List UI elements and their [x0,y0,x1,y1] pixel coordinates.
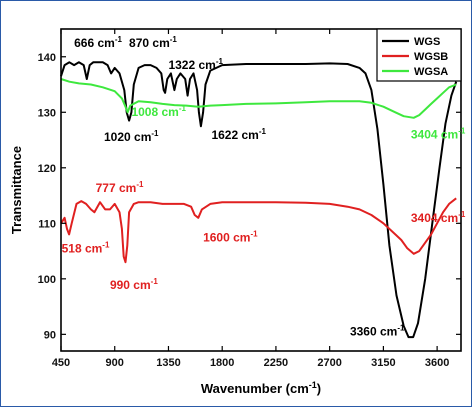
legend-box [376,28,462,82]
peak-annotation: 3360 cm-1 [350,323,405,338]
legend: WGS WGSB WGSA [376,28,462,82]
peak-annotation-sup: -1 [216,57,224,66]
peak-annotation-sup: -1 [458,210,466,219]
peak-annotation-sup: -1 [102,241,110,250]
peak-annotation-text: 3404 cm [411,211,458,225]
x-tick-label: 3150 [371,357,395,369]
peak-annotation: 666 cm-1 [74,35,122,50]
peak-annotation-text: 1322 cm [168,58,215,72]
x-tick-label: 900 [106,357,124,369]
peak-annotation: 990 cm-1 [110,277,158,292]
peak-annotation-sup: -1 [115,35,123,44]
peak-annotation: 1020 cm-1 [104,129,159,144]
peak-annotation: 518 cm-1 [62,241,110,256]
peak-annotation: 1322 cm-1 [168,57,223,72]
peak-annotation-sup: -1 [151,277,159,286]
legend-label-wgsa: WGSA [414,66,448,78]
peak-annotation-sup: -1 [179,104,187,113]
peak-annotation: 3404 cm-1 [411,126,466,141]
series-layer [60,61,458,339]
x-axis-title-end: ) [317,381,321,396]
y-tick-label: 130 [38,107,56,119]
peak-annotation-text: 1600 cm [203,231,250,245]
x-tick-label: 1800 [210,357,234,369]
peak-annotation: 1600 cm-1 [203,230,258,245]
x-tick-label: 3600 [425,357,449,369]
peak-annotation-text: 870 cm [129,36,170,50]
peak-annotation-sup: -1 [170,35,178,44]
y-tick-label: 120 [38,163,56,175]
peak-annotation: 1622 cm-1 [211,127,266,142]
peak-annotation-sup: -1 [397,323,405,332]
peak-annotation-sup: -1 [151,129,159,138]
peak-annotation: 1008 cm-1 [131,104,186,119]
peak-annotation: 3404 cm-1 [411,210,466,225]
series-line-wgsb [60,197,457,264]
peak-annotation-text: 3404 cm [411,127,458,141]
y-tick-label: 140 [38,52,56,64]
x-tick-label: 1350 [156,357,180,369]
peak-annotation-text: 990 cm [110,278,151,292]
legend-label-wgs: WGS [414,36,440,48]
peak-annotation-sup: -1 [259,127,267,136]
peak-annotation-text: 1008 cm [131,105,178,119]
peak-annotation: 870 cm-1 [129,35,177,50]
peak-annotation-sup: -1 [136,180,144,189]
peak-annotation-text: 777 cm [96,181,137,195]
peak-annotation-text: 3360 cm [350,324,397,338]
y-tick-label: 100 [38,274,56,286]
x-tick-label: 450 [52,357,70,369]
plot-area [60,28,462,352]
x-tick-label: 2250 [264,357,288,369]
y-axis-title: Transmittance [9,146,24,234]
x-axis-title-text: Wavenumber (cm [201,381,309,396]
y-tick-label: 110 [38,218,56,230]
series-line-wgs [60,61,458,339]
peak-annotation-sup: -1 [458,126,466,135]
peak-annotation-text: 518 cm [62,242,103,256]
peak-annotation-text: 666 cm [74,36,115,50]
x-axis-title: Wavenumber (cm-1) [201,380,321,396]
peak-annotation: 777 cm-1 [96,180,144,195]
peak-annotation-text: 1020 cm [104,130,151,144]
peak-annotation-text: 1622 cm [211,128,258,142]
ticks-layer: 450 900 1350 1800 2250 2700 3150 3600 90 100 110 12… [38,29,461,369]
y-tick-label: 90 [44,329,56,341]
legend-label-wgsb: WGSB [414,51,448,63]
x-axis-title-sup: -1 [309,380,317,390]
peak-annotation-sup: -1 [250,230,258,239]
x-tick-label: 2700 [317,357,341,369]
series-line-wgsa [60,78,457,119]
